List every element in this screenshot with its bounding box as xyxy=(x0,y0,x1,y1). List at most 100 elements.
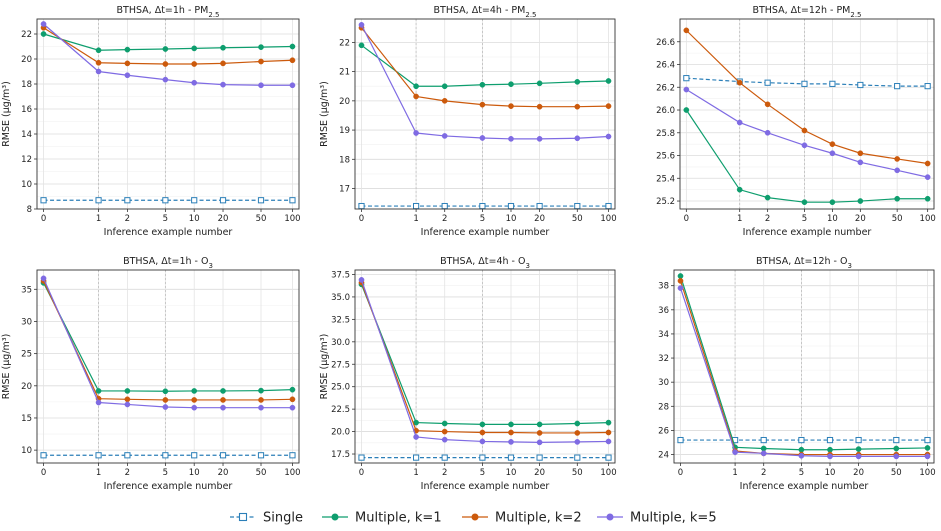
data-point-single xyxy=(95,197,102,204)
y-tick-label: 28 xyxy=(658,402,669,412)
legend-label: Multiple, k=2 xyxy=(495,511,582,526)
data-point-k2 xyxy=(258,397,264,403)
data-point-single xyxy=(677,436,684,444)
data-point-single xyxy=(605,202,612,210)
legend-label: Multiple, k=5 xyxy=(630,511,717,526)
data-point-single xyxy=(574,202,581,210)
y-tick-label: 25 xyxy=(21,350,32,360)
data-point-k5 xyxy=(258,82,264,89)
data-point-k2 xyxy=(605,103,612,109)
series-line-k1 xyxy=(43,33,293,51)
y-tick-label: 26.0 xyxy=(656,106,675,116)
series-line-k2 xyxy=(361,27,609,108)
data-point-k2 xyxy=(764,101,771,108)
data-point-k1 xyxy=(605,78,612,84)
legend: Single Multiple, k=1 Multiple, k=2 Multiple… xyxy=(230,511,717,526)
data-point-single xyxy=(289,452,296,459)
data-point-k1 xyxy=(95,388,102,394)
data-point-k2 xyxy=(829,141,836,147)
data-point-k1 xyxy=(829,199,836,206)
data-point-k2 xyxy=(508,429,514,436)
x-tick-label: 10 xyxy=(506,214,517,224)
data-point-k1 xyxy=(95,47,102,54)
y-tick-label: 24 xyxy=(658,451,669,461)
chart-title: BTHSA, Δt=1h - O3 xyxy=(123,256,213,270)
series-line-k1 xyxy=(43,282,293,392)
plot-frame xyxy=(679,18,935,210)
x-tick-label: 5 xyxy=(480,468,485,478)
x-tick-label: 5 xyxy=(163,468,168,478)
series-line-k1 xyxy=(685,109,928,203)
data-point-k5 xyxy=(358,277,365,283)
data-point-k1 xyxy=(40,31,47,37)
data-point-k1 xyxy=(855,446,862,452)
data-point-single xyxy=(162,452,169,459)
data-point-k2 xyxy=(441,428,448,435)
data-point-k5 xyxy=(829,150,836,157)
data-point-k5 xyxy=(605,438,612,445)
data-point-single xyxy=(358,454,365,461)
data-point-single xyxy=(191,197,198,204)
data-point-k2 xyxy=(191,397,198,403)
x-tick-label: 2 xyxy=(765,214,770,224)
y-tick-label: 21 xyxy=(339,68,350,78)
legend-item: Single xyxy=(230,511,303,526)
x-tick-label: 10 xyxy=(827,214,838,224)
data-point-single xyxy=(124,197,131,204)
series-line-k1 xyxy=(679,275,928,451)
data-point-k1 xyxy=(289,43,296,50)
data-point-k1 xyxy=(258,387,264,394)
data-point-k1 xyxy=(760,445,767,452)
x-tick-label: 10 xyxy=(506,468,517,478)
data-point-k2 xyxy=(801,127,808,134)
data-point-k5 xyxy=(732,449,738,455)
legend-item: Multiple, k=1 xyxy=(322,511,442,526)
data-point-k5 xyxy=(924,453,931,460)
plot-frame xyxy=(354,269,616,464)
data-point-k5 xyxy=(855,453,862,460)
y-tick-label: 35 xyxy=(21,285,32,295)
y-tick-label: 26.6 xyxy=(656,38,675,48)
y-tick-label: 36 xyxy=(658,306,669,316)
y-tick-label: 38 xyxy=(658,282,669,292)
data-point-single xyxy=(605,454,612,461)
x-tick-label: 50 xyxy=(892,214,903,224)
chart-title: BTHSA, Δt=4h - O3 xyxy=(440,256,530,270)
data-point-k1 xyxy=(162,388,169,395)
x-tick-label: 1 xyxy=(96,214,101,224)
data-point-k2 xyxy=(95,59,102,66)
plot-frame xyxy=(36,269,300,464)
plot-frame xyxy=(354,18,616,210)
data-point-single xyxy=(162,197,169,204)
data-point-k5 xyxy=(536,135,543,142)
series-line-k2 xyxy=(43,27,293,65)
data-point-k5 xyxy=(95,399,102,406)
data-point-single xyxy=(257,197,265,204)
x-tick-label: 2 xyxy=(442,468,447,478)
x-tick-label: 2 xyxy=(761,468,766,478)
series-line-k2 xyxy=(679,280,928,456)
data-point-k5 xyxy=(258,404,264,411)
data-point-single xyxy=(924,83,931,90)
data-point-k5 xyxy=(893,453,900,460)
x-tick-label: 10 xyxy=(189,468,200,478)
data-point-single xyxy=(574,454,581,461)
data-point-k2 xyxy=(508,103,514,109)
legend-marker xyxy=(331,513,339,521)
data-point-k1 xyxy=(764,194,771,201)
data-point-k2 xyxy=(736,79,743,86)
y-tick-label: 17 xyxy=(339,185,350,195)
x-tick-label: 2 xyxy=(125,214,130,224)
data-point-k1 xyxy=(258,44,264,50)
data-point-single xyxy=(40,197,47,204)
x-tick-label: 20 xyxy=(853,468,864,478)
data-point-single xyxy=(507,454,515,461)
chart-title: BTHSA, Δt=12h - O3 xyxy=(756,256,852,270)
data-point-k1 xyxy=(893,445,900,452)
data-point-k5 xyxy=(508,135,514,142)
legend-item: Multiple, k=2 xyxy=(462,511,582,526)
y-tick-label: 10 xyxy=(21,446,32,456)
data-point-k1 xyxy=(924,445,931,451)
data-point-k1 xyxy=(798,446,805,453)
x-tick-label: 2 xyxy=(442,214,447,224)
